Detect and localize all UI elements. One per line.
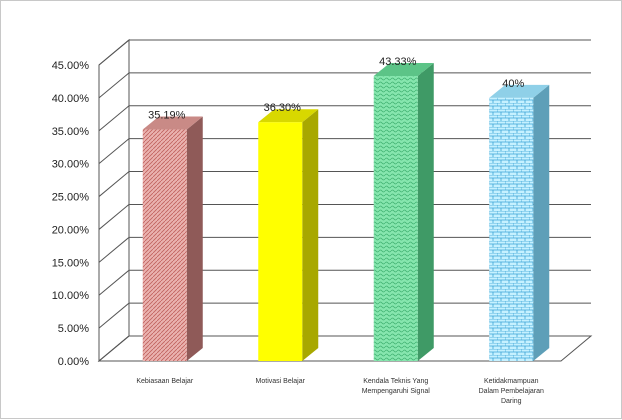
bar — [489, 84, 550, 361]
x-category-label: Ketidakmampuan Dalam Pembelajaran Daring — [479, 378, 544, 405]
x-category-label: Motivasi Belajar — [256, 378, 306, 385]
y-tick-label: 0.00% — [58, 356, 89, 368]
bars — [142, 62, 550, 361]
data-label: 43.33% — [379, 56, 417, 68]
bar-front — [142, 129, 187, 361]
bar — [373, 62, 434, 361]
bar — [258, 109, 319, 361]
y-tick-label: 5.00% — [58, 323, 89, 335]
y-tick-label: 40.00% — [52, 93, 90, 105]
data-label: 35.19% — [148, 110, 186, 122]
bar — [142, 116, 203, 361]
gridline-diagonal — [98, 269, 130, 296]
bar-top — [258, 109, 319, 123]
x-category-label-line: Kebiasaan Belajar — [136, 378, 193, 385]
gridline-diagonal — [98, 105, 130, 132]
x-axis-category-labels: Kebiasaan Belajar Motivasi Belajar Kendala… — [136, 378, 544, 405]
gridline-diagonal — [98, 302, 130, 329]
y-axis-tick-labels: 0.00% 5.00% 10.00% 15.00% 20.00% 25.00% 30.00%… — [52, 60, 90, 368]
gridline-diagonal — [98, 171, 130, 197]
gridline-diagonal — [98, 236, 130, 263]
bar-side — [533, 84, 550, 361]
data-labels: 35.19% 36.30% 43.33% 40% — [148, 56, 524, 122]
bar-top — [142, 116, 203, 130]
y-tick-label: 25.00% — [52, 192, 90, 204]
data-label: 36.30% — [264, 102, 302, 114]
x-category-label-line: Kendala Teknis Yang — [363, 378, 428, 385]
y-tick-label: 35.00% — [52, 126, 90, 138]
bar-top — [489, 84, 550, 98]
bar-side — [186, 116, 203, 361]
y-tick-label: 30.00% — [52, 159, 90, 171]
bar-side — [417, 62, 434, 361]
y-tick-label: 20.00% — [52, 224, 90, 236]
x-category-label: Kendala Teknis Yang Mempengaruhi Signal — [362, 378, 431, 395]
x-category-label-line: Dalam Pembelajaran — [479, 388, 544, 395]
x-category-label-line: Motivasi Belajar — [256, 378, 306, 385]
bar-side — [302, 109, 319, 361]
bar-front — [373, 75, 418, 361]
bar-top — [373, 62, 434, 76]
x-category-label: Kebiasaan Belajar — [136, 378, 193, 385]
gridline-diagonal — [98, 204, 130, 230]
left-wall — [98, 38, 130, 363]
bar-front — [489, 97, 534, 361]
data-label: 40% — [502, 78, 524, 90]
gridline-diagonal — [98, 72, 130, 99]
x-category-label-line: Ketidakmampuan — [484, 378, 539, 385]
y-tick-label: 45.00% — [52, 60, 90, 72]
gridline-diagonal — [98, 138, 130, 165]
y-tick-label: 15.00% — [52, 257, 90, 269]
y-tick-label: 10.00% — [52, 290, 90, 302]
bar-front — [258, 122, 303, 361]
gridline-diagonal — [98, 39, 130, 66]
gridline-diagonal — [98, 335, 130, 362]
x-category-label-line: Mempengaruhi Signal — [362, 388, 431, 395]
x-category-label-line: Daring — [501, 398, 522, 405]
